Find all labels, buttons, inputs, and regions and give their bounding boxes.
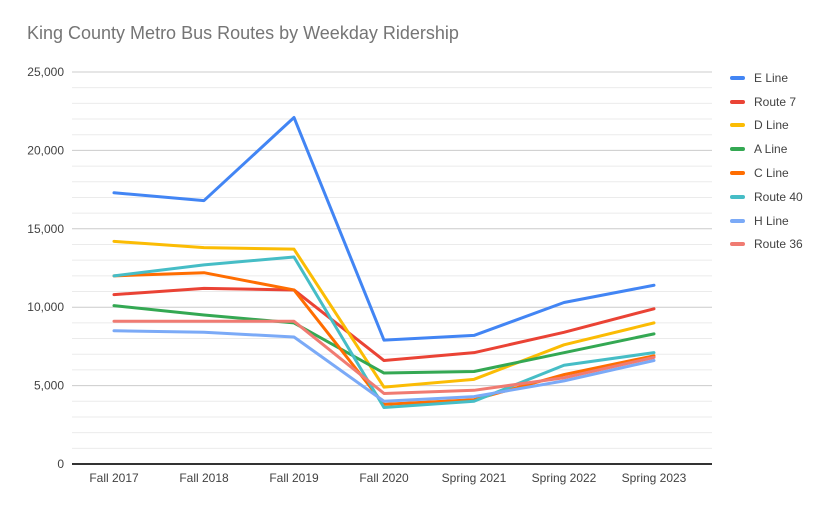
x-axis-category-label: Spring 2023 [622, 471, 687, 485]
x-axis-category-label: Spring 2022 [532, 471, 597, 485]
legend-item-route-36[interactable]: Route 36 [730, 233, 803, 257]
legend-swatch-route-36 [730, 242, 745, 247]
series-line-route-7[interactable] [112, 286, 656, 363]
legend-label: A Line [754, 142, 788, 157]
legend-swatch-a-line [730, 147, 745, 152]
legend-label: C Line [754, 166, 789, 181]
legend-item-h-line[interactable]: H Line [730, 209, 803, 233]
series-line-h-line[interactable] [112, 329, 656, 403]
series-line-a-line[interactable] [112, 304, 656, 375]
legend-item-route-7[interactable]: Route 7 [730, 90, 803, 114]
y-axis-tick-label: 25,000 [27, 65, 64, 79]
x-axis-category-label: Fall 2020 [359, 471, 409, 485]
series-line-c-line[interactable] [112, 271, 656, 406]
legend-swatch-e-line [730, 75, 745, 80]
legend-item-d-line[interactable]: D Line [730, 114, 803, 138]
y-axis-tick-label: 20,000 [27, 143, 64, 157]
series-line-d-line[interactable] [112, 239, 656, 389]
series-line-route-36[interactable] [112, 319, 656, 395]
x-axis-category-label: Fall 2019 [269, 471, 319, 485]
y-axis-tick-label: 5,000 [34, 379, 64, 393]
legend-item-c-line[interactable]: C Line [730, 161, 803, 185]
x-axis-category-label: Spring 2021 [442, 471, 507, 485]
legend-item-route-40[interactable]: Route 40 [730, 185, 803, 209]
legend-swatch-h-line [730, 218, 745, 223]
legend-swatch-route-7 [730, 99, 745, 104]
legend-item-a-line[interactable]: A Line [730, 137, 803, 161]
legend-swatch-d-line [730, 123, 745, 128]
series-line-e-line[interactable] [112, 115, 656, 342]
legend-swatch-route-40 [730, 194, 745, 199]
legend-item-e-line[interactable]: E Line [730, 66, 803, 90]
y-axis-tick-label: 15,000 [27, 222, 64, 236]
legend-swatch-c-line [730, 171, 745, 176]
legend-label: H Line [754, 213, 789, 228]
legend-label: D Line [754, 118, 789, 133]
legend: E Line Route 7 D Line A Line C Line Route 40 H… [730, 66, 803, 256]
legend-label: Route 36 [754, 237, 803, 252]
chart-title: King County Metro Bus Routes by Weekday … [27, 23, 459, 43]
x-axis-category-label: Fall 2018 [179, 471, 229, 485]
legend-label: Route 7 [754, 94, 797, 109]
legend-label: Route 40 [754, 189, 803, 204]
y-axis-tick-label: 10,000 [27, 300, 64, 314]
series-line-route-40[interactable] [112, 255, 656, 410]
x-axis-category-label: Fall 2017 [89, 471, 139, 485]
legend-label: E Line [754, 70, 789, 85]
y-axis-tick-label: 0 [57, 457, 64, 471]
